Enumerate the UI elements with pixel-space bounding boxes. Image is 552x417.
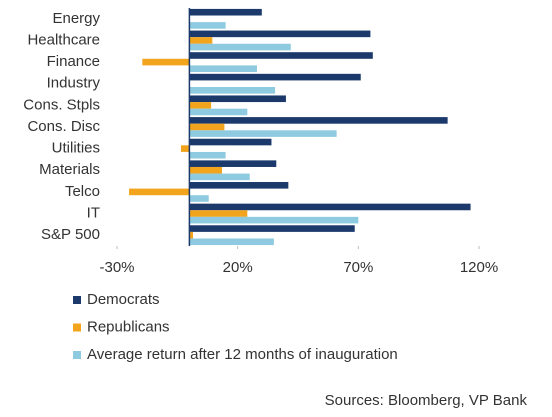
bar [189, 65, 257, 72]
bar [189, 43, 291, 51]
legend-swatch [73, 296, 81, 304]
bar [189, 102, 212, 109]
category-label: Cons. Stpls [23, 96, 100, 113]
category-label: Cons. Disc [27, 118, 100, 135]
bar [129, 188, 190, 196]
legend-swatch [73, 351, 81, 359]
bar [189, 166, 222, 174]
x-tick-label: 20% [223, 259, 253, 276]
legend-label: Democrats [87, 291, 160, 308]
category-label: Industry [47, 75, 101, 92]
bar [189, 216, 359, 224]
source: Sources: Bloomberg, VP Bank [325, 392, 528, 409]
category-label: Finance [47, 53, 100, 70]
bar [189, 203, 471, 211]
bar [189, 195, 209, 202]
bar [189, 238, 274, 246]
category-label: Materials [39, 161, 100, 178]
x-tick-label: 70% [343, 259, 373, 276]
bar [189, 52, 373, 59]
category-label: S&P 500 [41, 226, 100, 243]
bar [189, 160, 277, 167]
bar [189, 117, 448, 124]
legend-label: Republicans [87, 318, 170, 335]
bar [189, 173, 250, 181]
legend-label: Average return after 12 months of inaugu… [87, 346, 398, 363]
category-label: Telco [65, 183, 100, 200]
bar [189, 138, 272, 146]
bar [189, 182, 289, 189]
bar [189, 73, 361, 81]
category-label: Healthcare [27, 31, 100, 48]
bar [189, 130, 337, 137]
bar [189, 231, 194, 239]
category-label: Energy [52, 10, 100, 27]
bar [189, 8, 262, 16]
bar [142, 58, 190, 66]
bar [189, 225, 355, 232]
bar [180, 145, 190, 152]
bar [189, 210, 248, 217]
bar [189, 22, 226, 29]
x-tick-label: -30% [99, 259, 134, 276]
bar [189, 123, 225, 131]
bar [189, 30, 371, 38]
x-tick-label: 120% [460, 259, 498, 276]
category-label: Utilities [52, 140, 100, 157]
category-label: IT [87, 205, 100, 222]
legend-swatch [73, 323, 81, 332]
bar [189, 87, 276, 94]
bar [189, 108, 248, 116]
bar [189, 95, 286, 103]
bar [189, 37, 213, 44]
bar [189, 151, 226, 159]
